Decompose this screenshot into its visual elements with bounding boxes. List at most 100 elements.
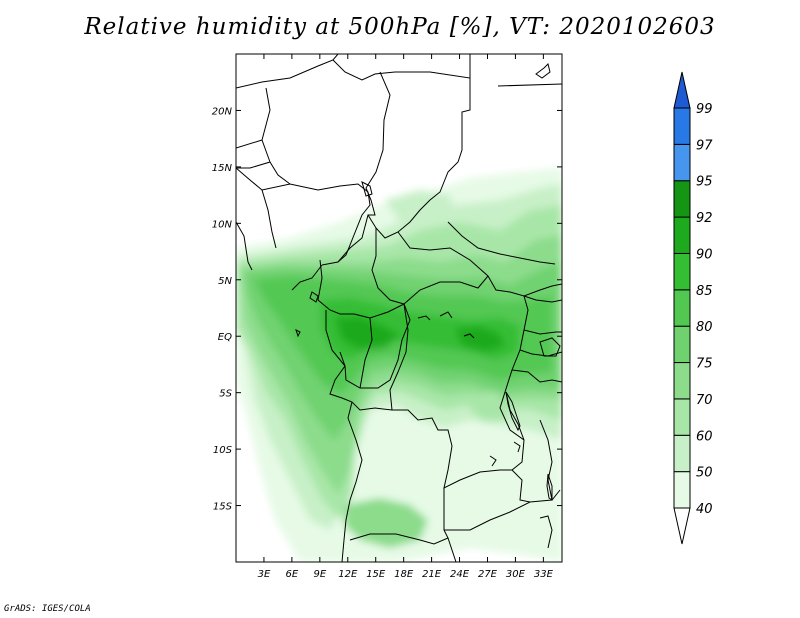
colorbar-level-label: 70 bbox=[696, 393, 713, 408]
lon-tick-label: 24E bbox=[450, 569, 470, 580]
border-line-3 bbox=[367, 54, 471, 239]
lake-victoria bbox=[539, 337, 561, 357]
coast-fragment-3 bbox=[535, 63, 551, 79]
border-line-15 bbox=[291, 264, 323, 291]
rh-region-north-patch bbox=[385, 190, 455, 225]
figure-title: Relative humidity at 500hPa [%], VT: 202… bbox=[84, 14, 716, 40]
colorbar-segment bbox=[673, 143, 691, 182]
lon-tick-label: 15E bbox=[366, 569, 386, 580]
border-line-6 bbox=[261, 87, 271, 141]
border-line-5 bbox=[236, 139, 271, 169]
colorbar-level-label: 99 bbox=[696, 102, 713, 117]
border-line-1 bbox=[236, 54, 339, 89]
coast-fragment-5 bbox=[489, 455, 497, 467]
border-line-19 bbox=[359, 317, 373, 389]
lon-tick-label: 12E bbox=[338, 569, 358, 580]
latitude-axis: 20N 15N 10N 5N EQ 5S 10S 15S bbox=[212, 106, 562, 513]
border-line-2 bbox=[332, 59, 471, 110]
lon-tick-label: 30E bbox=[506, 569, 526, 580]
border-line-18 bbox=[325, 310, 346, 367]
colorbar-level-label: 75 bbox=[696, 357, 713, 372]
colorbar-segment bbox=[673, 362, 691, 400]
coast-fragment-1 bbox=[309, 291, 319, 303]
coast-fragment-2 bbox=[295, 329, 301, 338]
colorbar-segment bbox=[673, 471, 691, 509]
border-line-10 bbox=[236, 221, 253, 271]
colorbar: 40 50 60 70 75 80 85 90 92 95 97 99 bbox=[673, 71, 713, 545]
colorbar-extend-low bbox=[673, 507, 691, 545]
lat-tick-label: 10N bbox=[212, 219, 233, 230]
colorbar-segment bbox=[673, 252, 691, 291]
colorbar-segment bbox=[673, 107, 691, 145]
border-line-28 bbox=[523, 329, 562, 335]
border-line-26 bbox=[447, 537, 457, 562]
colorbar-level-label: 80 bbox=[696, 320, 713, 335]
lake-chad bbox=[361, 181, 373, 197]
country-borders bbox=[236, 54, 562, 562]
lat-tick-label: EQ bbox=[218, 332, 232, 343]
colorbar-level-label: 60 bbox=[696, 429, 713, 444]
border-line-29 bbox=[519, 349, 562, 357]
rh-region-southeast-patch bbox=[470, 392, 510, 422]
coast-fragment-7 bbox=[439, 311, 453, 319]
colorbar-extend-high bbox=[673, 71, 691, 109]
border-line-25 bbox=[511, 469, 531, 503]
border-line-31 bbox=[511, 369, 562, 383]
border-line-27 bbox=[539, 515, 553, 549]
border-line-21 bbox=[389, 303, 409, 411]
lat-tick-label: 10S bbox=[213, 445, 233, 456]
lat-tick-label: 15S bbox=[213, 502, 233, 513]
lon-tick-label: 21E bbox=[422, 569, 442, 580]
border-line-12 bbox=[397, 231, 562, 297]
colorbar-level-label: 40 bbox=[696, 502, 713, 517]
colorbar-level-label: 90 bbox=[696, 247, 713, 262]
grads-credit: GrADS: IGES/COLA bbox=[4, 604, 91, 614]
border-line-14 bbox=[371, 228, 405, 305]
border-line-13 bbox=[447, 221, 556, 265]
border-line-20 bbox=[329, 295, 529, 489]
longitude-axis: 3E 6E 9E 12E 15E 18E 21E 24E 27E 30E 33E bbox=[258, 54, 554, 580]
lat-tick-label: 15N bbox=[212, 163, 233, 174]
colorbar-level-label: 95 bbox=[696, 175, 713, 190]
lat-tick-label: 5N bbox=[218, 276, 232, 287]
border-line-22 bbox=[341, 401, 363, 562]
lon-tick-label: 33E bbox=[534, 569, 554, 580]
border-line-17 bbox=[317, 259, 411, 389]
lat-tick-label: 5S bbox=[219, 389, 232, 400]
coast-fragment-8 bbox=[463, 333, 475, 339]
coast-fragment-4 bbox=[513, 441, 521, 453]
colorbar-segment bbox=[673, 398, 691, 436]
colorbar-segment bbox=[673, 180, 691, 218]
lat-tick-label: 20N bbox=[212, 106, 233, 117]
lon-tick-label: 27E bbox=[478, 569, 498, 580]
border-line-23 bbox=[349, 488, 449, 545]
colorbar-level-label: 85 bbox=[696, 284, 713, 299]
lon-tick-label: 9E bbox=[313, 569, 326, 580]
humidity-field bbox=[236, 168, 562, 562]
border-line-9 bbox=[261, 189, 277, 249]
colorbar-segment bbox=[673, 434, 691, 473]
colorbar-segment bbox=[673, 216, 691, 254]
colorbar-level-label: 97 bbox=[696, 138, 713, 153]
border-line-30 bbox=[523, 295, 562, 303]
coast-fragment-6 bbox=[417, 315, 431, 321]
lon-tick-label: 6E bbox=[286, 569, 299, 580]
border-line-11 bbox=[497, 83, 562, 87]
rh-region-90 bbox=[335, 316, 505, 352]
border-line-32 bbox=[539, 419, 553, 501]
lake-malawi bbox=[546, 473, 553, 501]
border-line-8 bbox=[269, 161, 291, 185]
lon-tick-label: 3E bbox=[258, 569, 271, 580]
colorbar-segment bbox=[673, 289, 691, 327]
lake-tanganyika bbox=[505, 391, 521, 432]
humidity-shading bbox=[236, 168, 562, 562]
border-line-4 bbox=[321, 71, 391, 266]
colorbar-level-label: 92 bbox=[696, 211, 713, 226]
lon-tick-label: 18E bbox=[394, 569, 414, 580]
colorbar-level-label: 50 bbox=[696, 466, 713, 481]
map-frame bbox=[235, 53, 563, 563]
colorbar-segment bbox=[673, 325, 691, 364]
border-line-16 bbox=[403, 275, 489, 305]
